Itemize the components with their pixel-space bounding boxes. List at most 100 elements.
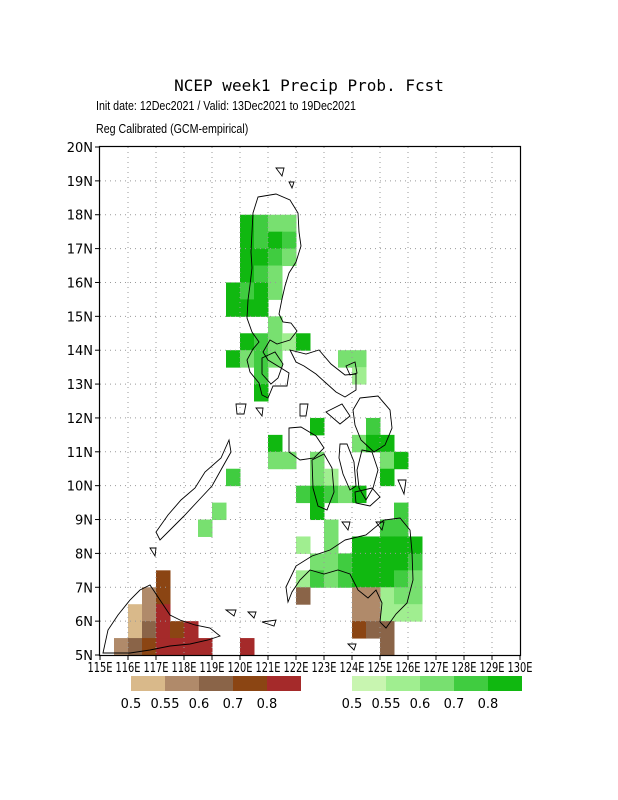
wet-probability-cell xyxy=(310,553,325,571)
wet-probability-cell xyxy=(268,333,283,351)
wet-probability-cell xyxy=(296,570,311,588)
longitude-tick-label: 119E xyxy=(200,661,225,676)
tablas-island-coastline xyxy=(299,403,309,417)
wet-probability-cell xyxy=(408,536,423,554)
wet-probability-cell xyxy=(366,536,381,554)
wet-probability-cell xyxy=(394,604,409,622)
wet-probability-cell xyxy=(324,570,339,588)
wet-probability-cell xyxy=(268,451,283,470)
bicol-coastline xyxy=(289,349,357,398)
latitude-tick-label: 11N xyxy=(67,446,93,461)
wet-probability-cell xyxy=(394,587,409,605)
wet-probability-cell xyxy=(324,485,339,504)
wet-probability-cell xyxy=(198,519,213,537)
dry-legend-swatch xyxy=(131,676,165,691)
wet-probability-cell xyxy=(380,536,395,554)
wet-probability-cell xyxy=(268,231,283,250)
wet-probability-cell xyxy=(394,451,409,470)
wet-probability-cell xyxy=(380,434,395,453)
wet-probability-cell xyxy=(268,265,283,283)
dry-probability-cell xyxy=(156,570,171,588)
wet-probability-cell xyxy=(240,214,255,233)
wet-probability-cell xyxy=(254,282,269,300)
cuyo-island-coastline xyxy=(255,407,264,418)
latitude-tick-label: 20N xyxy=(67,141,93,156)
dry-probability-cell xyxy=(142,621,157,639)
latitude-tick-label: 14N xyxy=(67,344,93,359)
wet-probability-cell xyxy=(296,536,311,554)
wet-probability-cell xyxy=(282,214,297,233)
wet-probability-cell xyxy=(254,214,269,233)
dry-probability-cell xyxy=(114,638,129,656)
wet-probability-cell xyxy=(352,553,367,571)
negros-coastline xyxy=(311,453,335,511)
latitude-tick-label: 13N xyxy=(67,378,93,393)
dry-legend-label: 0.55 xyxy=(151,697,180,712)
wet-legend-label: 0.7 xyxy=(444,697,465,712)
dinagat-coastline xyxy=(397,479,407,496)
wet-probability-cell xyxy=(310,570,325,588)
wet-legend-swatch xyxy=(420,676,454,691)
wet-probability-cell xyxy=(268,316,283,334)
latitude-tick-label: 5N xyxy=(75,649,93,664)
wet-probability-cell xyxy=(380,587,395,605)
dry-probability-cell xyxy=(296,587,311,605)
wet-probability-cell xyxy=(380,468,395,487)
wet-probability-cell xyxy=(282,333,297,351)
wet-probability-cell xyxy=(254,265,269,283)
dry-probability-cell xyxy=(170,638,185,656)
dry-legend-label: 0.5 xyxy=(121,697,142,712)
longitude-tick-label: 122E xyxy=(284,661,309,676)
wet-legend-swatch xyxy=(352,676,386,691)
cebu-coastline xyxy=(338,443,357,491)
dry-probability-cell xyxy=(156,638,171,656)
wet-probability-cell xyxy=(380,553,395,571)
dry-probability-cell xyxy=(128,621,143,639)
dry-probability-cell xyxy=(380,638,395,656)
coastlines xyxy=(102,167,414,654)
dry-probability-cell xyxy=(184,621,199,639)
wet-probability-cell xyxy=(282,248,297,267)
wet-probability-cell xyxy=(282,451,297,470)
wet-probability-cell xyxy=(394,536,409,554)
latitude-tick-label: 8N xyxy=(75,547,93,562)
dry-probability-cell xyxy=(366,621,381,639)
wet-probability-cell xyxy=(226,350,241,368)
dry-probability-cell xyxy=(128,604,143,622)
dry-probability-cell xyxy=(128,638,143,656)
batanes-island-coastline xyxy=(288,181,295,190)
wet-probability-cell xyxy=(268,282,283,300)
dry-probability-cell xyxy=(366,604,381,622)
longitude-tick-label: 116E xyxy=(116,661,141,676)
wet-probability-cell xyxy=(366,417,381,436)
wet-probability-cell xyxy=(226,299,241,317)
wet-probability-cell xyxy=(366,570,381,588)
bohol-coastline xyxy=(354,487,381,507)
wet-probability-cell xyxy=(338,553,353,571)
wet-probability-cell xyxy=(408,604,423,622)
longitude-tick-label: 123E xyxy=(312,661,337,676)
panay-coastline xyxy=(288,426,325,461)
latitude-tick-label: 15N xyxy=(67,310,93,325)
dry-probability-cell xyxy=(352,621,367,639)
longitude-tick-label: 127E xyxy=(424,661,449,676)
wet-probability-cell xyxy=(310,417,325,436)
wet-legend-swatch xyxy=(386,676,420,691)
wet-legend-label: 0.55 xyxy=(372,697,401,712)
longitude-tick-label: 115E xyxy=(88,661,113,676)
dry-legend-label: 0.7 xyxy=(223,697,244,712)
longitude-tick-label: 129E xyxy=(480,661,505,676)
wet-probability-cell xyxy=(338,485,353,504)
cagayancillo-coastline xyxy=(149,547,157,558)
sarangani-coastline xyxy=(346,643,357,651)
wet-probability-cell xyxy=(352,434,367,453)
dry-probability-cell xyxy=(352,587,367,605)
dry-probability-cell xyxy=(240,638,255,656)
legend: 0.5 0.55 0.6 0.7 0.8 0.5 0.55 0.6 0.7 0.8 xyxy=(121,676,522,712)
wet-probability-cell xyxy=(240,282,255,300)
wet-probability-cell xyxy=(408,570,423,588)
dry-probability-cell xyxy=(142,638,157,656)
wet-probability-cell xyxy=(338,570,353,588)
longitude-tick-label: 117E xyxy=(144,661,169,676)
babuyan-island-coastline xyxy=(275,167,285,178)
